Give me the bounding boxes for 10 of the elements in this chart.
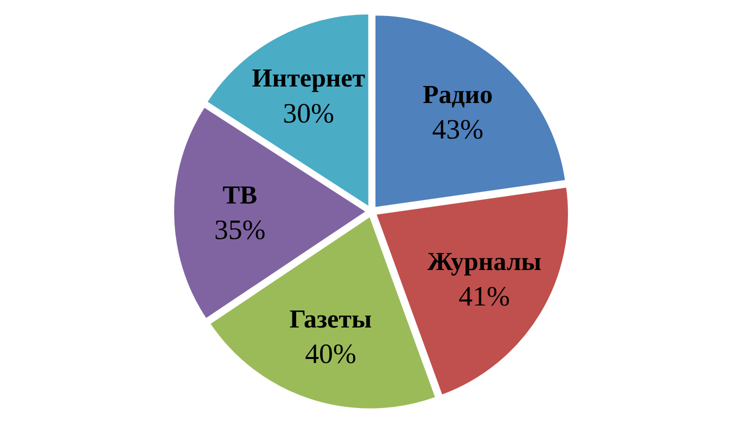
data-label: 30% [282, 98, 334, 130]
slice-label: Радио [422, 80, 493, 109]
data-label: 40% [304, 338, 356, 370]
slice-label: Газеты [289, 304, 372, 334]
slice-label: Интернет [252, 64, 366, 93]
data-label: 35% [214, 214, 266, 246]
data-label: 41% [458, 282, 510, 313]
slice-label: Журналы [427, 246, 542, 276]
data-label: 43% [432, 114, 484, 146]
slice-label: ТВ [222, 180, 258, 210]
